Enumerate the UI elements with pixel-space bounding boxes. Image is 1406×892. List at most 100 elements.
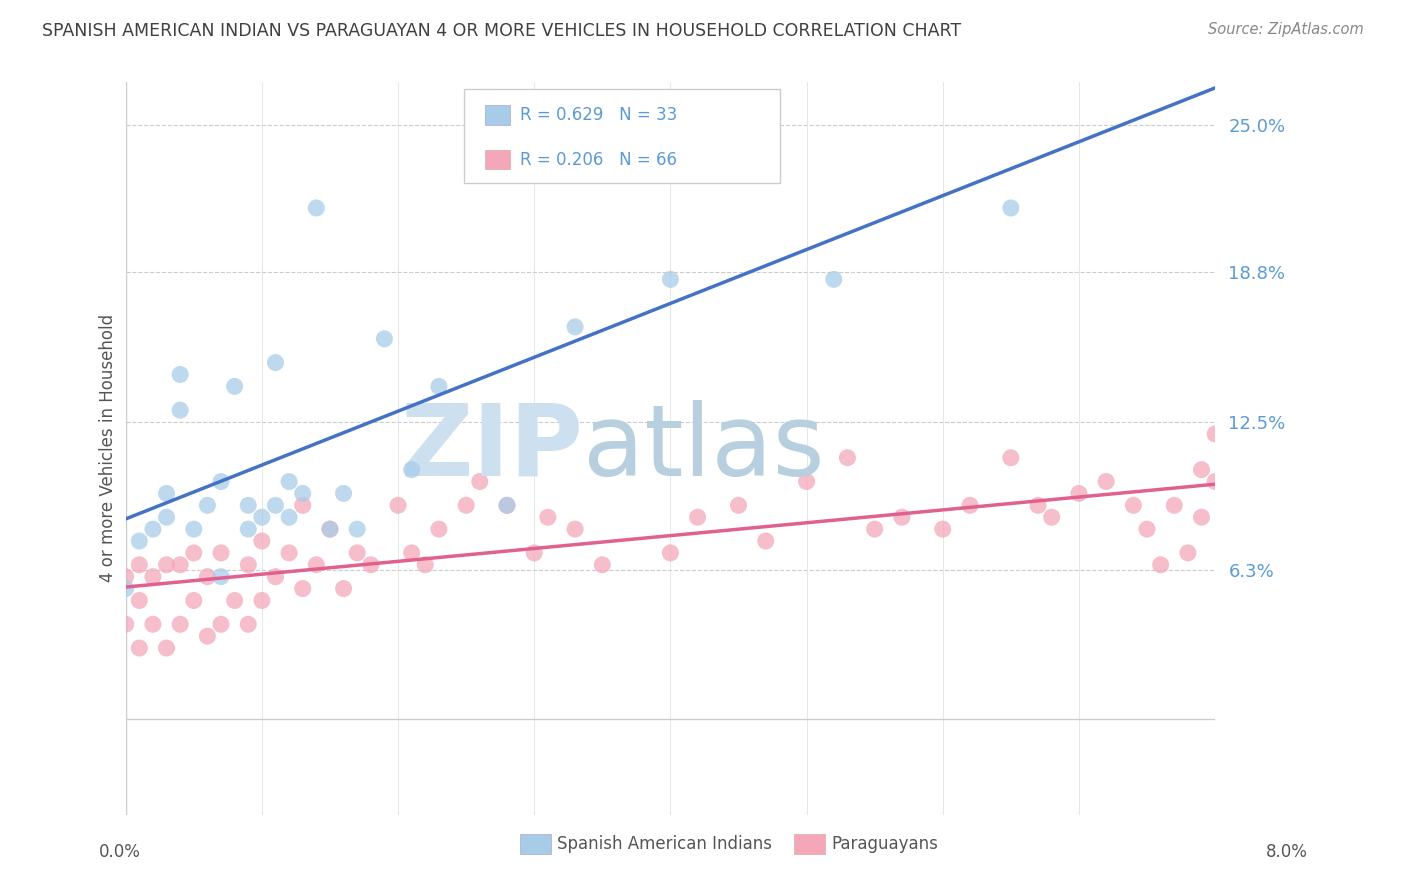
Point [278, 510, 301, 524]
Point [523, 546, 546, 560]
Point [169, 558, 191, 572]
Point [496, 499, 519, 513]
Point [278, 475, 301, 489]
Point [142, 617, 165, 632]
Point [1026, 499, 1049, 513]
Text: 0.0%: 0.0% [98, 843, 141, 861]
Point [890, 510, 912, 524]
Point [591, 558, 613, 572]
Point [305, 558, 328, 572]
Point [1000, 450, 1022, 465]
Point [209, 475, 232, 489]
Point [197, 570, 219, 584]
Point [128, 641, 150, 656]
Point [456, 0, 478, 12]
Point [319, 522, 342, 536]
Point [332, 582, 354, 596]
Point [1204, 475, 1226, 489]
Point [755, 534, 778, 549]
Point [169, 403, 191, 417]
Point [468, 475, 491, 489]
Point [1136, 522, 1159, 536]
Point [238, 558, 260, 572]
Point [155, 486, 177, 500]
Point [1149, 558, 1171, 572]
Point [346, 522, 368, 536]
Point [250, 510, 273, 524]
Point [686, 510, 709, 524]
Point [209, 617, 232, 632]
Point [564, 522, 586, 536]
Text: Paraguayans: Paraguayans [831, 835, 938, 853]
Point [264, 355, 287, 369]
Point [114, 582, 136, 596]
Point [1095, 475, 1118, 489]
Point [1191, 510, 1213, 524]
Point [1040, 510, 1063, 524]
Point [1191, 463, 1213, 477]
Text: R = 0.206   N = 66: R = 0.206 N = 66 [520, 151, 678, 169]
Point [659, 546, 682, 560]
Point [332, 486, 354, 500]
Text: atlas: atlas [583, 400, 825, 497]
Point [360, 558, 382, 572]
Point [456, 499, 478, 513]
Point [224, 379, 246, 393]
Point [1177, 546, 1199, 560]
Point [238, 522, 260, 536]
Point [142, 570, 165, 584]
Point [401, 463, 423, 477]
Point [496, 499, 519, 513]
Point [209, 546, 232, 560]
Text: R = 0.629   N = 33: R = 0.629 N = 33 [520, 106, 678, 124]
Point [197, 629, 219, 643]
Point [413, 558, 436, 572]
Point [291, 499, 314, 513]
Point [291, 486, 314, 500]
Point [264, 570, 287, 584]
Point [1204, 426, 1226, 441]
Point [823, 272, 845, 286]
Point [727, 499, 749, 513]
Text: Source: ZipAtlas.com: Source: ZipAtlas.com [1208, 22, 1364, 37]
Point [128, 593, 150, 607]
Point [155, 558, 177, 572]
Point [224, 593, 246, 607]
Point [169, 617, 191, 632]
Point [319, 522, 342, 536]
Point [155, 510, 177, 524]
Point [401, 546, 423, 560]
Point [1067, 486, 1090, 500]
Text: ZIP: ZIP [401, 400, 583, 497]
Text: Spanish American Indians: Spanish American Indians [557, 835, 772, 853]
Point [796, 475, 818, 489]
Y-axis label: 4 or more Vehicles in Household: 4 or more Vehicles in Household [100, 314, 117, 582]
Point [932, 522, 955, 536]
Point [959, 499, 981, 513]
Point [250, 593, 273, 607]
Point [155, 641, 177, 656]
Point [305, 201, 328, 215]
Text: 8.0%: 8.0% [1265, 843, 1308, 861]
Point [278, 546, 301, 560]
Point [238, 499, 260, 513]
Point [114, 617, 136, 632]
Point [169, 368, 191, 382]
Point [183, 546, 205, 560]
Point [537, 510, 560, 524]
Point [427, 522, 450, 536]
Point [128, 534, 150, 549]
Point [142, 522, 165, 536]
Point [863, 522, 886, 536]
Point [373, 332, 395, 346]
Point [197, 499, 219, 513]
Point [238, 617, 260, 632]
Point [1000, 201, 1022, 215]
Point [427, 379, 450, 393]
Point [128, 558, 150, 572]
Point [183, 593, 205, 607]
Point [250, 534, 273, 549]
Point [264, 499, 287, 513]
Point [114, 570, 136, 584]
Point [564, 319, 586, 334]
